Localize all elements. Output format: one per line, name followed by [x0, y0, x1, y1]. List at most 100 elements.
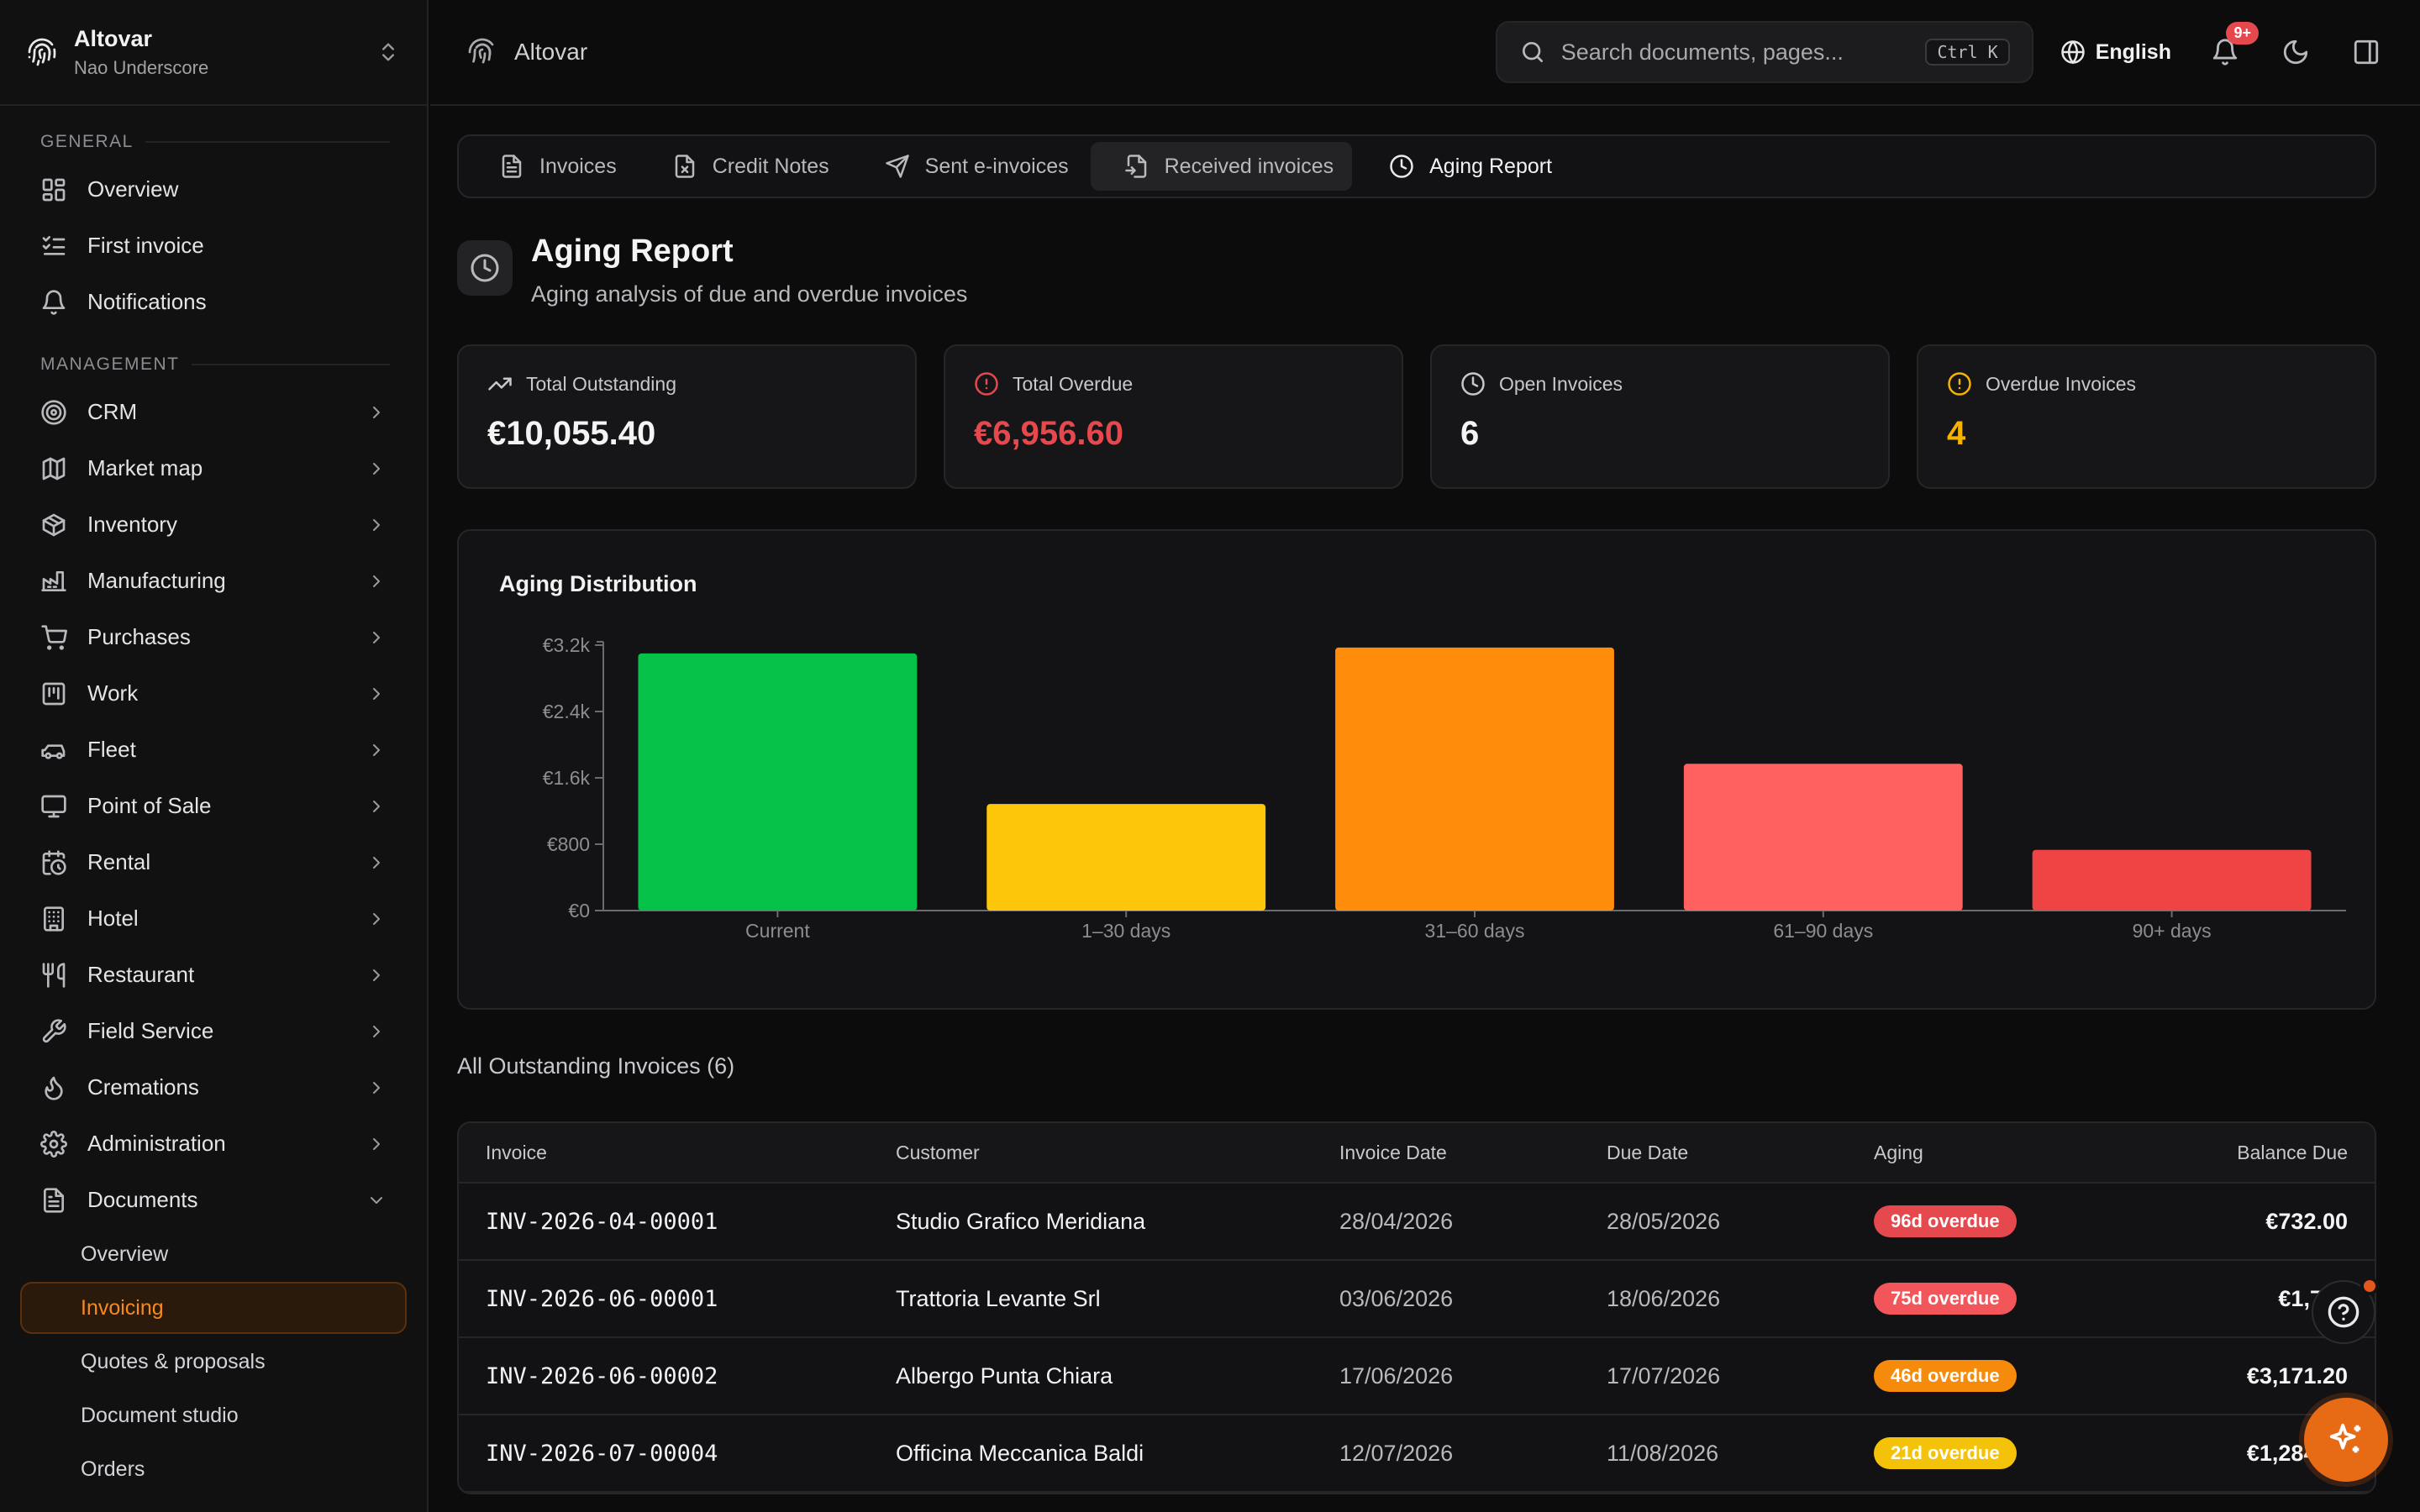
invoice-number[interactable]: INV-2026-06-00002 [486, 1362, 718, 1389]
help-button[interactable] [2312, 1277, 2379, 1344]
column-header-aging[interactable]: Aging [1874, 1141, 1923, 1163]
workspace-switcher[interactable]: Altovar Nao Underscore [0, 0, 427, 106]
sidebar-item-field-service[interactable]: Field Service [20, 1003, 407, 1059]
column-header-customer[interactable]: Customer [896, 1141, 980, 1163]
send-icon [885, 154, 910, 179]
sidebar-item-first-invoice[interactable]: First invoice [20, 218, 407, 274]
stat-value: 4 [1947, 415, 1966, 452]
sidebar-item-label: Market map [87, 455, 203, 480]
clock-icon [1389, 154, 1414, 179]
sidebar-item-label: Cremations [87, 1074, 199, 1100]
customer-name: Trattoria Levante Srl [896, 1285, 1101, 1311]
sidebar-toggle-button[interactable] [2349, 35, 2383, 69]
chevron-right-icon [366, 515, 387, 535]
invoice-number[interactable]: INV-2026-06-00001 [486, 1285, 718, 1312]
sidebar-item-point-of-sale[interactable]: Point of Sale [20, 778, 407, 834]
sidebar-subitem-orders[interactable]: Orders [81, 1457, 145, 1481]
sidebar-item-overview[interactable]: Overview [20, 161, 407, 218]
table-row[interactable]: INV-2026-07-00004 Officina Meccanica Bald… [459, 1415, 2375, 1493]
bar-61-90-days [1683, 764, 1963, 911]
column-header-due-date[interactable]: Due Date [1607, 1141, 1689, 1163]
column-header-balance-due[interactable]: Balance Due [2237, 1141, 2348, 1163]
sidebar-item-rental[interactable]: Rental [20, 834, 407, 890]
search-icon [1519, 39, 1546, 66]
bar-31-60-days [1335, 647, 1614, 911]
tab-credit-notes[interactable]: Credit Notes [639, 142, 848, 191]
ai-assistant-button[interactable] [2304, 1398, 2388, 1482]
sidebar-item-work[interactable]: Work [20, 665, 407, 722]
sidebar-item-hotel[interactable]: Hotel [20, 890, 407, 947]
sidebar-nav: GENERAL Overview First invoice Notification… [0, 106, 427, 1495]
clock-icon [1460, 371, 1486, 396]
sidebar-item-notifications[interactable]: Notifications [20, 274, 407, 330]
table-row[interactable]: INV-2026-04-00001 Studio Grafico Meridian… [459, 1184, 2375, 1261]
chevron-right-icon [366, 402, 387, 423]
sidebar-item-label: Administration [87, 1131, 226, 1156]
tab-label: Credit Notes [712, 154, 829, 178]
sidebar-item-label: Restaurant [87, 962, 195, 987]
workspace-name: Altovar [74, 25, 153, 51]
notifications-button[interactable]: 9+ [2208, 22, 2259, 69]
tab-aging-report[interactable]: Aging Report [1355, 142, 1570, 191]
sidebar-item-documents[interactable]: Documents [20, 1172, 407, 1228]
bell-icon [2212, 39, 2238, 66]
sidebar-item-market-map[interactable]: Market map [20, 440, 407, 496]
chart-title: Aging Distribution [499, 571, 697, 596]
invoice-number[interactable]: INV-2026-04-00001 [486, 1208, 718, 1235]
sidebar-item-label: Field Service [87, 1018, 214, 1043]
user-name: Nao Underscore [74, 56, 209, 78]
search-input[interactable]: Search documents, pages... Ctrl K [1495, 21, 2033, 83]
stat-label: Overdue Invoices [1986, 372, 2136, 395]
column-header-invoice[interactable]: Invoice [486, 1141, 547, 1163]
stat-header: Total Overdue [974, 371, 1373, 396]
theme-toggle-button[interactable] [2279, 35, 2312, 69]
sidebar-item-manufacturing[interactable]: Manufacturing [20, 553, 407, 609]
chevron-right-icon [366, 796, 387, 816]
nav-section-general: GENERAL [40, 129, 407, 155]
aging-badge: 21d overdue [1874, 1437, 2017, 1469]
file-text-icon [499, 154, 524, 179]
chevron-right-icon [366, 965, 387, 985]
sidebar-subitem-quotes-proposals[interactable]: Quotes & proposals [81, 1349, 266, 1373]
sidebar-item-cremations[interactable]: Cremations [20, 1059, 407, 1116]
factory-icon [40, 568, 67, 595]
column-header-invoice-date[interactable]: Invoice Date [1339, 1141, 1447, 1163]
tab-label: Aging Report [1429, 154, 1553, 178]
table-row[interactable]: INV-2026-06-00001 Trattoria Levante Srl 03… [459, 1261, 2375, 1338]
sidebar-item-crm[interactable]: CRM [20, 384, 407, 440]
file-x-icon [672, 154, 697, 179]
checklist-icon [40, 233, 67, 260]
sparkles-icon [2329, 1423, 2361, 1453]
sidebar-item-purchases[interactable]: Purchases [20, 609, 407, 665]
globe-icon [2060, 39, 2086, 65]
sidebar-subitem-invoicing[interactable]: Invoicing [20, 1282, 407, 1334]
chevron-right-icon [366, 1134, 387, 1154]
chevron-right-icon [366, 740, 387, 760]
table-row[interactable]: INV-2026-06-00002 Albergo Punta Chiara 17/… [459, 1338, 2375, 1415]
aging-cell: 46d overdue [1874, 1360, 2084, 1392]
sidebar-subitem-document-studio[interactable]: Document studio [81, 1403, 239, 1427]
aging-badge: 46d overdue [1874, 1360, 2017, 1392]
stat-card-total-overdue: Total Overdue €6,956.60 [944, 344, 1403, 489]
sidebar-item-fleet[interactable]: Fleet [20, 722, 407, 778]
sidebar-item-inventory[interactable]: Inventory [20, 496, 407, 553]
tab-received-invoices[interactable]: Received invoices [1090, 142, 1353, 191]
balance-due: €1,769 [2278, 1285, 2348, 1311]
tab-sent-e-invoices[interactable]: Sent e-invoices [851, 142, 1087, 191]
x-tick-label: Current [745, 920, 810, 942]
search-placeholder: Search documents, pages... [1560, 39, 1844, 65]
tab-invoices[interactable]: Invoices [466, 142, 635, 191]
table-body: INV-2026-04-00001 Studio Grafico Meridian… [459, 1184, 2375, 1493]
file-import-icon [1124, 154, 1150, 179]
stat-value: 6 [1460, 415, 1480, 452]
sidebar-item-label: Fleet [87, 737, 136, 762]
chevron-right-icon [366, 571, 387, 591]
due-date: 28/05/2026 [1607, 1208, 1721, 1234]
invoice-number[interactable]: INV-2026-07-00004 [486, 1440, 718, 1467]
language-selector[interactable]: English [2060, 39, 2171, 65]
sidebar-item-label: Overview [87, 176, 179, 202]
sidebar-item-restaurant[interactable]: Restaurant [20, 947, 407, 1003]
sidebar-item-label: Work [87, 680, 139, 706]
sidebar-subitem-overview[interactable]: Overview [81, 1242, 169, 1266]
sidebar-item-administration[interactable]: Administration [20, 1116, 407, 1172]
